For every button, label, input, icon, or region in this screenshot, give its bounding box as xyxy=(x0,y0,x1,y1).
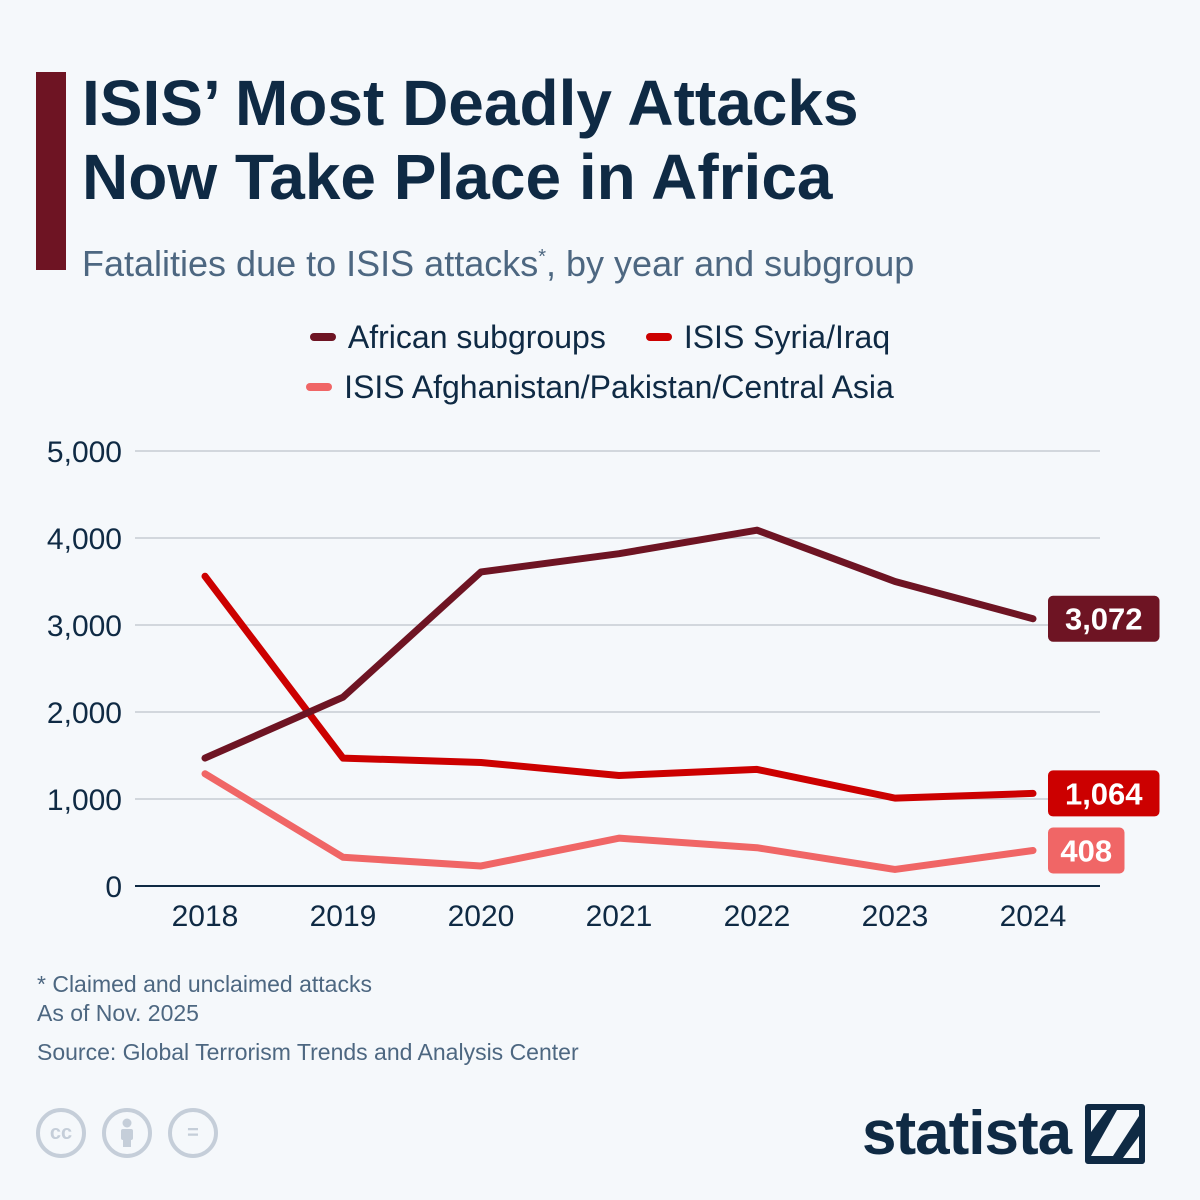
y-tick-label: 2,000 xyxy=(47,697,122,730)
legend-row-2: ISIS Afghanistan/Pakistan/Central Asia xyxy=(0,362,1200,412)
african-subgroups-line xyxy=(201,526,1037,762)
x-tick-label: 2023 xyxy=(862,900,929,933)
x-tick-label: 2024 xyxy=(1000,900,1067,933)
subtitle-asterisk: * xyxy=(538,246,547,268)
subtitle-main: Fatalities due to ISIS attacks xyxy=(82,243,539,284)
attribution-person-icon[interactable] xyxy=(102,1108,152,1158)
title-line-1: ISIS’ Most Deadly Attacks xyxy=(82,67,859,139)
creative-commons-label: cc xyxy=(49,1121,73,1144)
statista-mark-icon xyxy=(1085,1103,1146,1164)
x-tick-label: 2022 xyxy=(724,900,791,933)
y-tick-label: 3,000 xyxy=(47,610,122,643)
as-of-date: As of Nov. 2025 xyxy=(37,1000,199,1026)
end-label-african: 3,072 xyxy=(1065,602,1143,637)
line-chart: 0 1,000 2,000 3,000 4,000 5,000 2018 2019 2020 20… xyxy=(47,436,1160,933)
statista-wordmark: statista xyxy=(862,1099,1072,1168)
legend-item-african: African subgroups xyxy=(309,318,606,356)
end-label-syria-box xyxy=(1048,770,1160,817)
legend-item-syria: ISIS Syria/Iraq xyxy=(645,318,891,356)
y-tick-label: 1,000 xyxy=(47,784,122,817)
x-tick-label: 2020 xyxy=(448,900,515,933)
isis-afpak-line xyxy=(201,770,1037,873)
y-tick-label: 5,000 xyxy=(47,436,122,469)
end-label-afpak: 408 xyxy=(1060,834,1112,869)
chart-notes: * Claimed and unclaimed attacks As of No… xyxy=(37,970,579,1067)
source-note: Source: Global Terrorism Trends and Anal… xyxy=(37,1039,579,1065)
chart-title: ISIS’ Most Deadly Attacks Now Take Place… xyxy=(82,66,1162,214)
no-derivatives-icon[interactable]: = xyxy=(168,1108,218,1158)
y-tick-label: 4,000 xyxy=(47,523,122,556)
isis-syria-iraq-line xyxy=(201,572,1037,802)
legend-row-1: African subgroups ISIS Syria/Iraq xyxy=(0,312,1200,362)
legend-item-afpak: ISIS Afghanistan/Pakistan/Central Asia xyxy=(306,369,894,406)
title-line-2: Now Take Place in Africa xyxy=(82,141,833,213)
legend-swatch-african xyxy=(309,333,336,341)
x-tick-label: 2019 xyxy=(310,900,377,933)
legend: African subgroups ISIS Syria/Iraq ISIS A… xyxy=(0,312,1200,412)
statista-logo[interactable]: statista xyxy=(862,1098,1146,1169)
legend-swatch-syria xyxy=(645,333,672,341)
subtitle-rest: , by year and subgroup xyxy=(546,243,915,284)
x-tick-label: 2018 xyxy=(172,900,239,933)
legend-label-african: African subgroups xyxy=(347,318,606,355)
legend-label-afpak: ISIS Afghanistan/Pakistan/Central Asia xyxy=(344,368,894,405)
end-label-syria: 1,064 xyxy=(1065,776,1143,811)
legend-swatch-afpak xyxy=(306,383,333,391)
no-derivatives-label: = xyxy=(187,1121,199,1144)
x-tick-label: 2021 xyxy=(586,900,653,933)
end-label-african-box xyxy=(1048,595,1160,642)
y-tick-label: 0 xyxy=(105,871,122,904)
chart-subtitle: Fatalities due to ISIS attacks*, by year… xyxy=(82,232,1162,289)
title-accent-bar xyxy=(36,72,66,270)
end-label-afpak-box xyxy=(1048,827,1125,874)
footnote: * Claimed and unclaimed attacks xyxy=(37,971,372,997)
license-icons: cc = xyxy=(36,1108,218,1158)
legend-label-syria: ISIS Syria/Iraq xyxy=(683,318,891,355)
creative-commons-icon[interactable]: cc xyxy=(36,1108,86,1158)
person-glyph xyxy=(121,1118,133,1147)
